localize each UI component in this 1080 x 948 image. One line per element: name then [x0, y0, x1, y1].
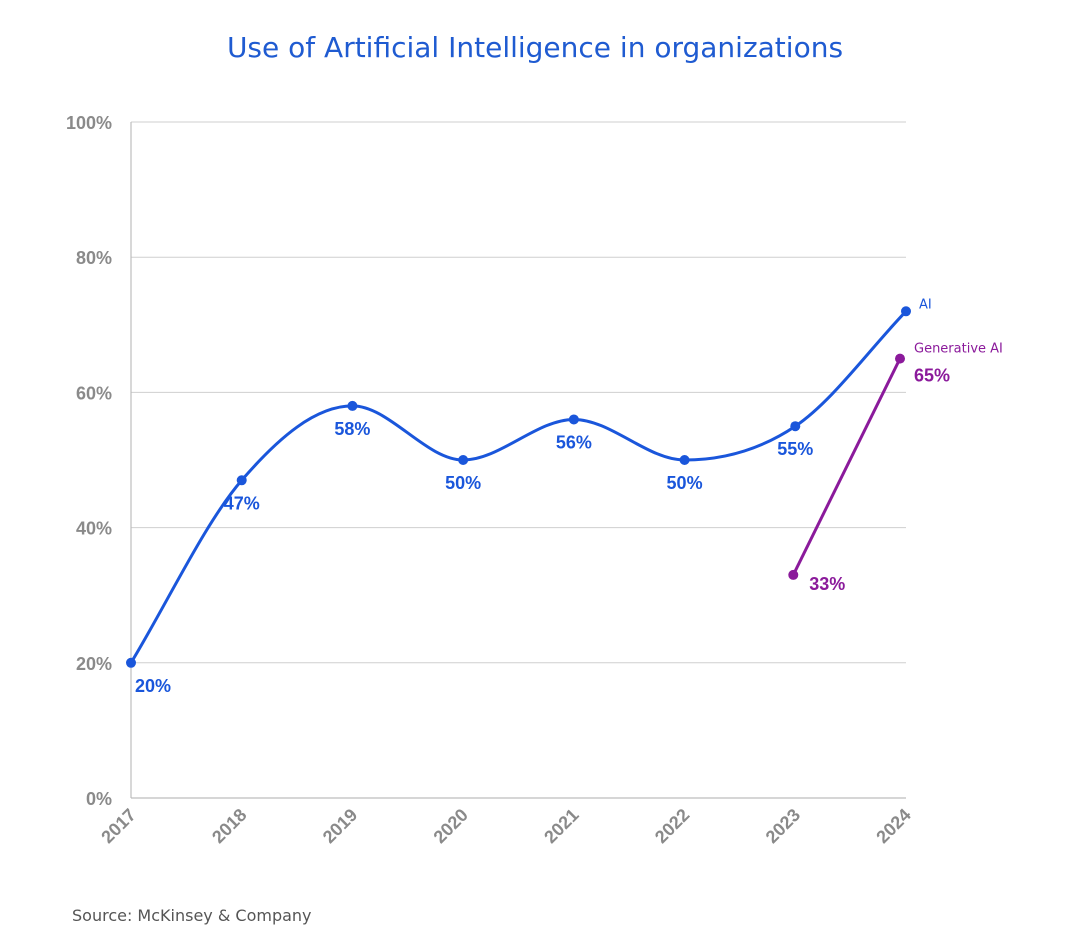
y-tick-label: 80%: [76, 248, 112, 268]
x-tick-label: 2018: [208, 805, 250, 847]
data-label-ai: 47%: [224, 493, 260, 513]
x-tick-label: 2024: [872, 805, 914, 847]
data-label-ai: 55%: [777, 439, 813, 459]
x-axis-ticks: 2017 2018 2019 2020 2021 2022 2023 2024: [97, 805, 914, 847]
legend-label-ai: AI: [919, 297, 932, 312]
data-point-ai: [901, 306, 911, 317]
x-tick-label: 2017: [97, 805, 139, 847]
series-line-generative-ai: [791, 357, 902, 576]
data-point-generative-ai: [895, 353, 905, 364]
data-point-generative-ai: [788, 569, 799, 580]
grid-lines: [130, 121, 906, 799]
x-tick-label: 2020: [430, 805, 472, 847]
data-label-generative-ai: 33%: [809, 574, 845, 594]
data-label-ai: 56%: [556, 432, 592, 452]
data-label-ai: 50%: [667, 473, 703, 493]
data-label-generative-ai: 65%: [914, 366, 950, 386]
y-axis-ticks: 0% 20% 40% 60% 80% 100%: [66, 113, 112, 809]
data-point-ai: [458, 455, 469, 465]
data-point-ai: [347, 400, 358, 411]
x-tick-label: 2023: [762, 805, 804, 847]
chart-title: Use of Artificial Intelligence in organi…: [227, 31, 843, 64]
y-tick-label: 40%: [76, 519, 112, 539]
legend-label-generative-ai: Generative AI: [914, 342, 1003, 357]
data-point-ai: [679, 455, 690, 465]
data-label-ai: 50%: [445, 473, 481, 493]
y-tick-label: 100%: [66, 113, 112, 133]
x-tick-label: 2021: [540, 805, 582, 847]
y-tick-label: 20%: [76, 654, 112, 674]
data-labels: 20% 47% 58% 50% 56% 50% 55% 33% 65%: [135, 366, 950, 696]
data-point-ai: [236, 475, 247, 486]
data-point-ai: [568, 414, 579, 425]
legend: AI Generative AI: [914, 297, 1003, 356]
y-tick-label: 60%: [76, 383, 112, 403]
y-tick-label: 0%: [86, 789, 112, 809]
data-point-ai: [126, 657, 136, 668]
x-tick-label: 2019: [319, 805, 361, 847]
data-label-ai: 20%: [135, 676, 171, 696]
source-note: Source: McKinsey & Company: [72, 906, 312, 925]
data-point-ai: [790, 421, 801, 432]
x-tick-label: 2022: [651, 805, 693, 847]
data-label-ai: 58%: [334, 419, 370, 439]
series-line-ai: [129, 310, 908, 664]
series-layer: [126, 306, 911, 668]
